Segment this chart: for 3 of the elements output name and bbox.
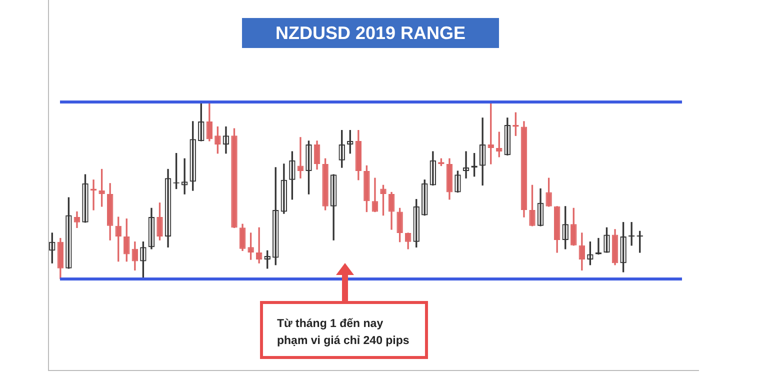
text: Từ tháng 1 đến nay phạm vi giá chỉ 240 pips — [260, 301, 428, 359]
candlestick — [297, 137, 304, 178]
chart-title: NZDUSD 2019 RANGE — [242, 18, 499, 48]
